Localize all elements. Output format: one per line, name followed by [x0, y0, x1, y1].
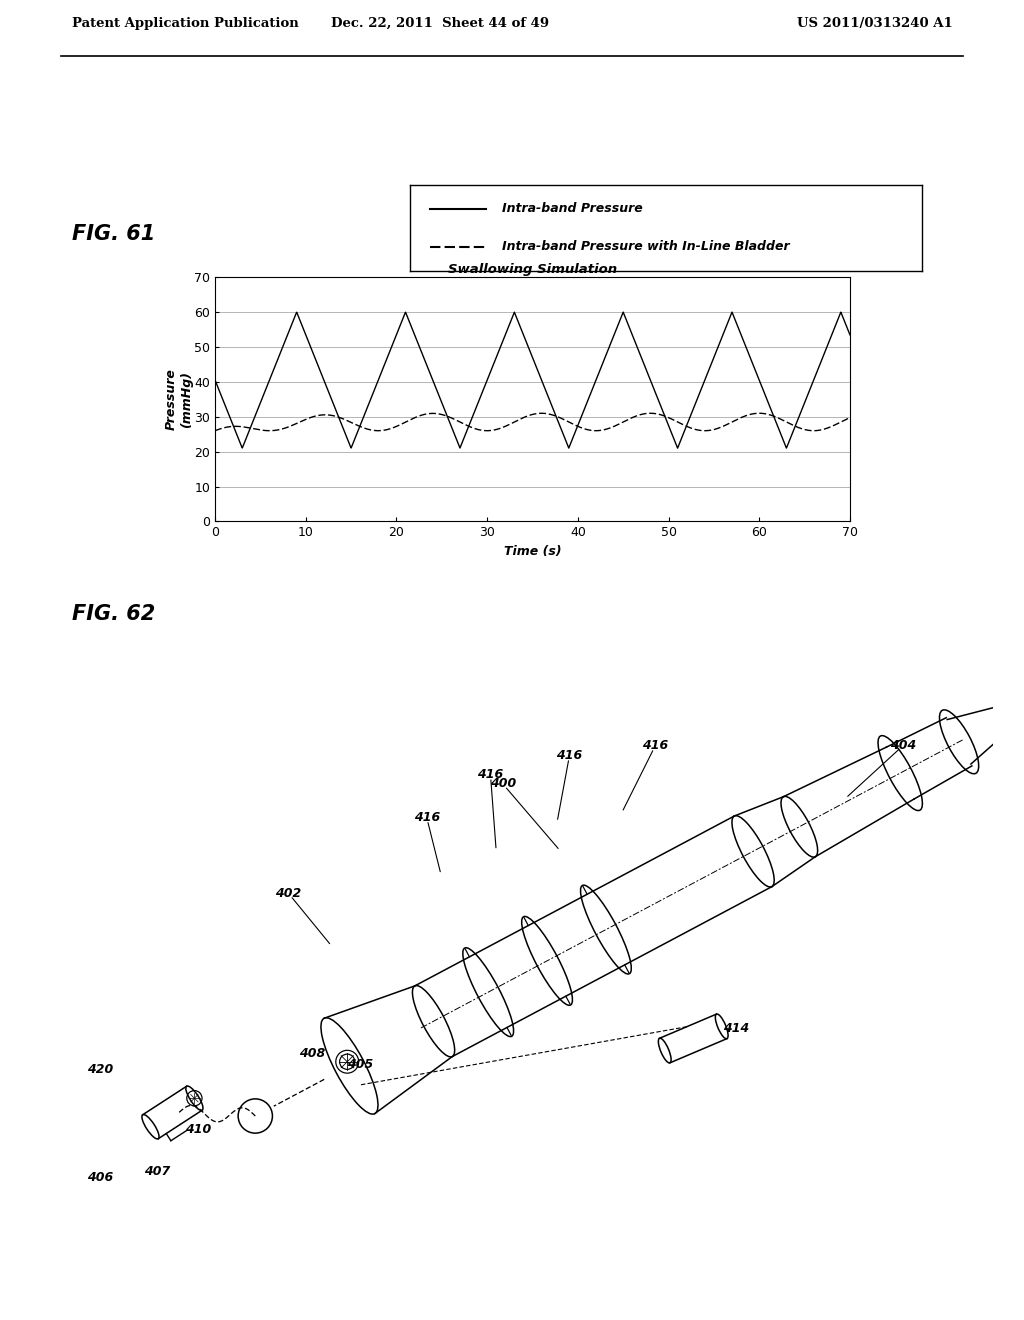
- Text: 400: 400: [489, 777, 516, 791]
- Text: 416: 416: [414, 810, 439, 824]
- Text: 416: 416: [556, 748, 583, 762]
- Text: 414: 414: [723, 1022, 750, 1035]
- Y-axis label: Pressure
(mmHg): Pressure (mmHg): [165, 368, 193, 430]
- Text: 406: 406: [87, 1171, 113, 1184]
- Text: 420: 420: [87, 1063, 113, 1076]
- Text: Patent Application Publication: Patent Application Publication: [72, 17, 298, 30]
- Text: FIG. 61: FIG. 61: [72, 224, 155, 244]
- Text: 404: 404: [890, 739, 915, 752]
- Text: US 2011/0313240 A1: US 2011/0313240 A1: [797, 17, 952, 30]
- Text: 416: 416: [642, 739, 669, 752]
- Text: 408: 408: [299, 1047, 326, 1060]
- X-axis label: Time (s): Time (s): [504, 545, 561, 558]
- Text: 407: 407: [144, 1166, 170, 1177]
- Text: 402: 402: [275, 887, 302, 900]
- Text: 405: 405: [347, 1059, 373, 1072]
- Title: Swallowing Simulation: Swallowing Simulation: [447, 263, 617, 276]
- Text: Intra-band Pressure: Intra-band Pressure: [502, 202, 642, 215]
- Text: FIG. 62: FIG. 62: [72, 603, 155, 624]
- Text: Dec. 22, 2011  Sheet 44 of 49: Dec. 22, 2011 Sheet 44 of 49: [331, 17, 550, 30]
- Text: 416: 416: [477, 768, 504, 781]
- Text: 410: 410: [185, 1123, 211, 1137]
- Text: Intra-band Pressure with In-Line Bladder: Intra-band Pressure with In-Line Bladder: [502, 240, 790, 253]
